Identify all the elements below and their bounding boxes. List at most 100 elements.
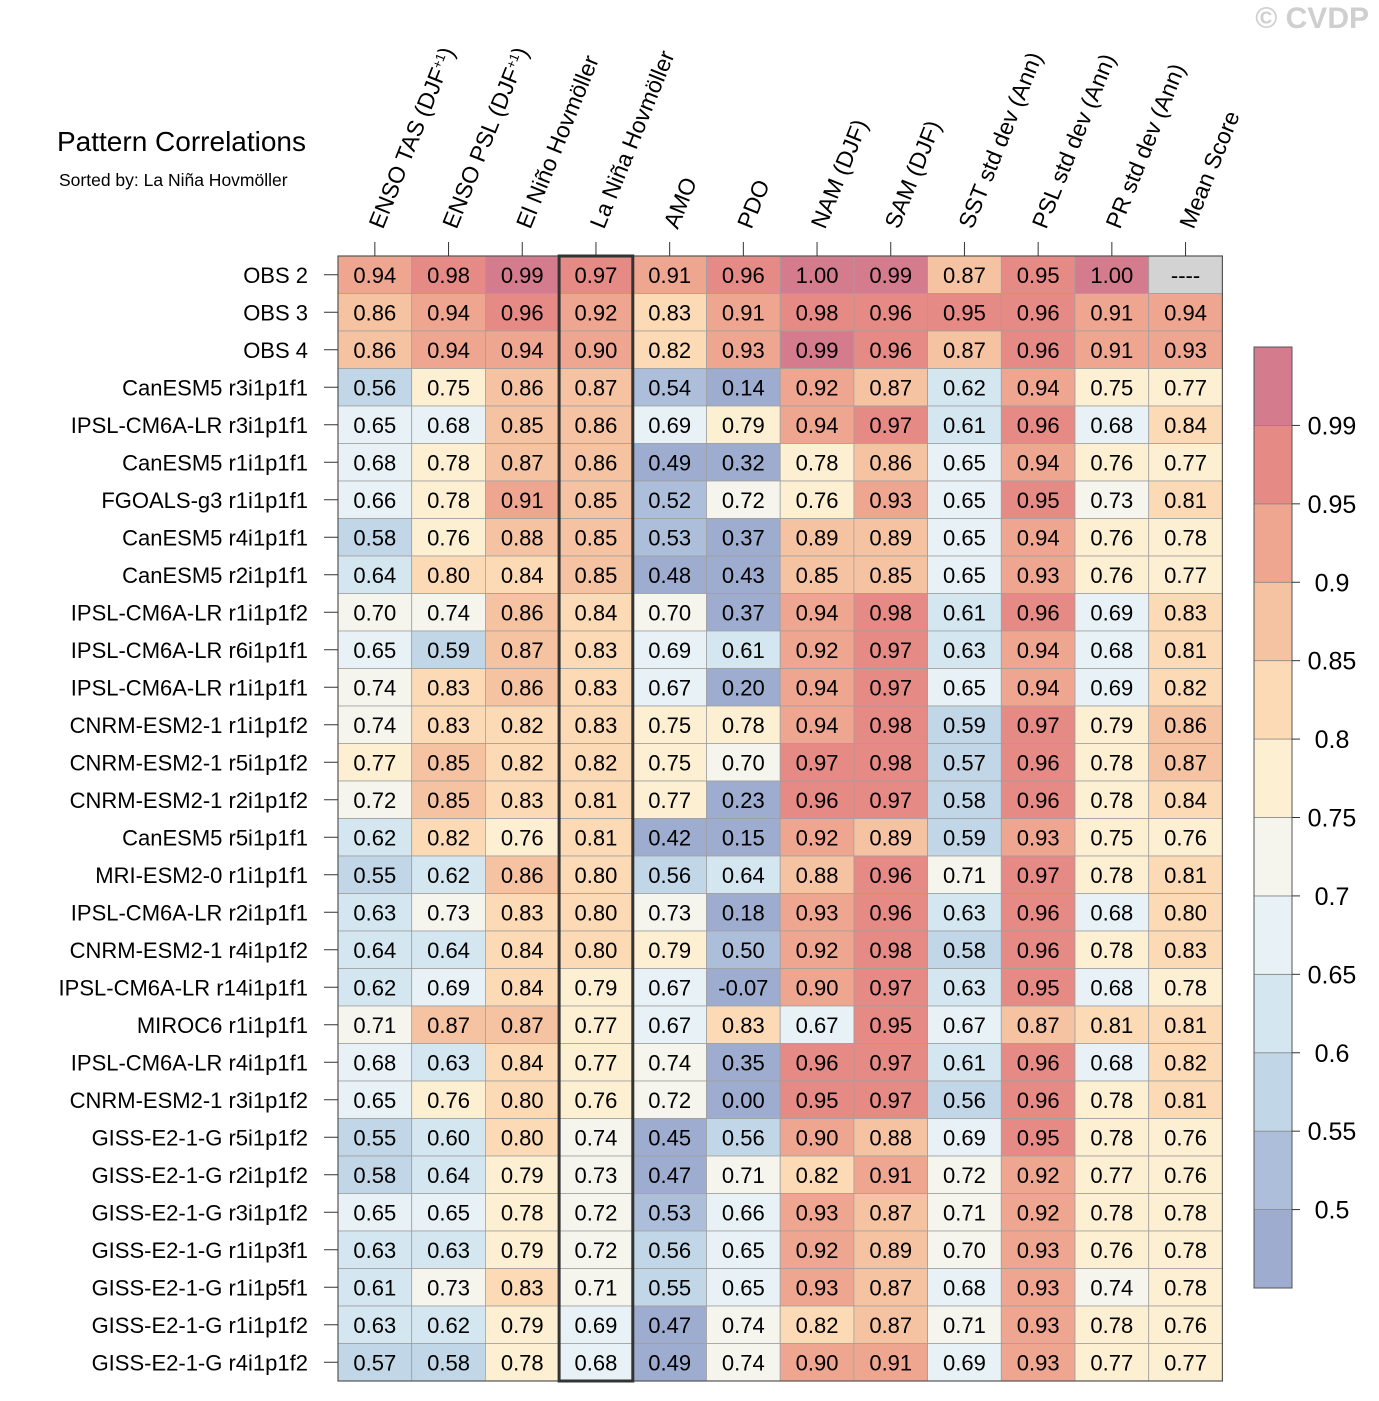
heatmap-cell: [484, 930, 560, 969]
heatmap-cell: [558, 743, 634, 782]
heatmap-cell: [853, 1080, 929, 1119]
cell-value: 0.56: [353, 375, 396, 400]
heatmap-cell: [927, 1268, 1002, 1307]
cell-value: 0.67: [648, 975, 691, 1000]
heatmap-cell: [927, 968, 1002, 1007]
cell-value: 0.92: [796, 1238, 839, 1263]
cell-value: 0.82: [1164, 1050, 1207, 1075]
colorbar-label: 0.55: [1308, 1118, 1357, 1146]
heatmap-cell: [706, 443, 781, 482]
cell-value: 0.85: [575, 525, 618, 550]
cell-value: 0.78: [1164, 1200, 1207, 1225]
cell-value: 0.61: [943, 1050, 986, 1075]
heatmap-cell: [706, 1230, 781, 1269]
cell-value: 0.77: [648, 788, 691, 813]
cell-value: 0.49: [648, 1350, 691, 1375]
row-label: IPSL-CM6A-LR r2i1p1f1: [71, 900, 308, 925]
cell-value: 0.65: [943, 450, 986, 475]
heatmap-cell: [484, 1155, 560, 1194]
heatmap-cell: [632, 1080, 707, 1119]
cell-value: 0.96: [869, 863, 912, 888]
cell-value: 0.78: [1090, 1088, 1133, 1113]
cell-value: 0.76: [796, 488, 839, 513]
chart-title: Pattern Correlations: [57, 126, 307, 157]
cell-value: 0.91: [501, 488, 544, 513]
cell-value: 0.65: [943, 563, 986, 588]
cell-value: 0.93: [869, 488, 912, 513]
cell-value: 0.63: [943, 900, 986, 925]
heatmap-cell: [1000, 480, 1076, 519]
cell-value: 0.97: [869, 638, 912, 663]
cell-value: 0.55: [353, 1125, 396, 1150]
cell-value: 0.63: [353, 1238, 396, 1263]
cell-value: 0.88: [501, 525, 544, 550]
heatmap-cell: [706, 743, 781, 782]
cell-value: 0.59: [427, 638, 470, 663]
heatmap-cell: [337, 780, 413, 819]
cell-value: 0.78: [1090, 750, 1133, 775]
cell-value: 0.92: [796, 825, 839, 850]
cell-value: 0.94: [796, 413, 839, 438]
heatmap-cell: [1000, 443, 1076, 482]
cell-value: 0.86: [501, 375, 544, 400]
cell-value: 0.73: [648, 900, 691, 925]
column-label: PSL std dev (Ann): [1027, 50, 1121, 232]
cell-value: 0.68: [353, 450, 396, 475]
heatmap-cell: [558, 593, 634, 632]
cell-value: 0.78: [1090, 1125, 1133, 1150]
cell-value: 0.87: [427, 1013, 470, 1038]
cell-value: 0.83: [501, 900, 544, 925]
cell-value: 0.65: [722, 1238, 765, 1263]
heatmap-cell: [337, 668, 413, 707]
cell-value: 0.93: [1017, 1313, 1060, 1338]
cell-value: 0.93: [1017, 563, 1060, 588]
heatmap-cell: [337, 330, 413, 369]
cell-value: 0.53: [648, 1200, 691, 1225]
cell-value: 0.83: [501, 788, 544, 813]
cell-value: 0.79: [722, 413, 765, 438]
cell-value: 0.97: [575, 263, 618, 288]
cell-value: 0.86: [869, 450, 912, 475]
colorbar-box: [1253, 1130, 1293, 1210]
heatmap-cell: [1074, 930, 1150, 969]
heatmap-cell: [1074, 405, 1150, 444]
heatmap-cell: [853, 818, 929, 857]
colorbar-label: 0.7: [1315, 883, 1350, 911]
colorbar-box: [1253, 895, 1293, 975]
chart-subtitle: Sorted by: La Niña Hovmöller: [59, 170, 288, 190]
cell-value: 0.55: [648, 1275, 691, 1300]
cell-value: 0.74: [722, 1350, 765, 1375]
cell-value: 0.87: [869, 375, 912, 400]
cell-value: 0.85: [427, 788, 470, 813]
heatmap-cell: [1074, 1118, 1150, 1157]
heatmap-cell: [411, 255, 486, 294]
cell-value: 0.60: [427, 1125, 470, 1150]
heatmap-cell: [411, 743, 486, 782]
cell-value: 0.83: [575, 713, 618, 738]
cell-value: 0.65: [722, 1275, 765, 1300]
cell-value: 0.58: [943, 938, 986, 963]
heatmap-cell: [1074, 893, 1150, 932]
colorbar-label: 0.85: [1308, 648, 1357, 676]
cell-value: ----: [1171, 263, 1200, 288]
cell-value: 0.75: [1090, 375, 1133, 400]
cell-value: 0.96: [1017, 938, 1060, 963]
row-label: GISS-E2-1-G r3i1p1f2: [92, 1200, 308, 1225]
heatmap-cell: [558, 818, 634, 857]
cell-value: 0.73: [427, 1275, 470, 1300]
cell-value: 0.83: [427, 675, 470, 700]
cell-value: 0.97: [869, 975, 912, 1000]
heatmap-cell: [706, 518, 781, 557]
cell-value: 0.99: [501, 263, 544, 288]
cell-value: 0.87: [1164, 750, 1207, 775]
cell-value: 0.90: [796, 1350, 839, 1375]
heatmap-cell: [853, 255, 929, 294]
cell-value: 0.61: [943, 413, 986, 438]
cell-value: 0.15: [722, 825, 765, 850]
cell-value: 0.91: [869, 1163, 912, 1188]
heatmap-cell: [632, 405, 707, 444]
cell-value: 0.94: [796, 675, 839, 700]
heatmap-cell: [1000, 1043, 1076, 1082]
cell-value: 0.66: [722, 1200, 765, 1225]
cell-value: 0.74: [427, 600, 470, 625]
